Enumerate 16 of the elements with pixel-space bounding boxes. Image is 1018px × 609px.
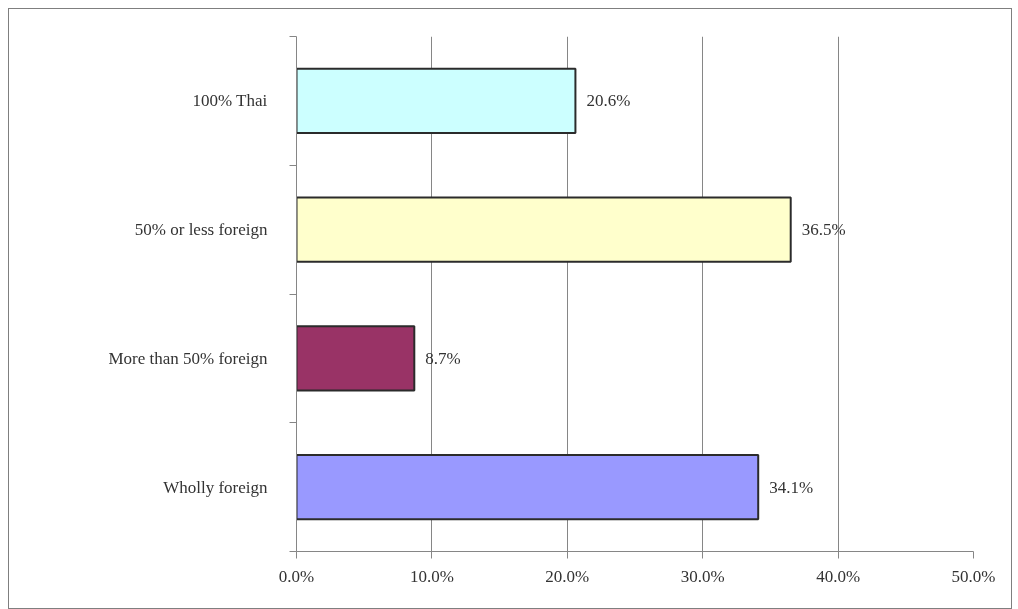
x-tick-label: 50.0% [951, 566, 996, 586]
y-tick-label: 100% Thai [192, 91, 268, 111]
x-tick-label: 10.0% [409, 566, 454, 586]
x-tick-label: 40.0% [816, 566, 861, 586]
data-label: 20.6% [586, 91, 631, 111]
bar [296, 453, 760, 521]
x-tick-label: 0.0% [278, 566, 315, 586]
bar [296, 325, 416, 392]
y-tick-label: Wholly foreign [163, 477, 268, 497]
y-tick-label: 50% or less foreign [134, 220, 268, 240]
x-tick-label: 20.0% [545, 566, 590, 586]
bar [296, 196, 792, 263]
data-label: 34.1% [769, 477, 814, 497]
x-tick-label: 30.0% [680, 566, 725, 586]
bar [296, 67, 577, 135]
y-tick-label: More than 50% foreign [108, 348, 268, 368]
